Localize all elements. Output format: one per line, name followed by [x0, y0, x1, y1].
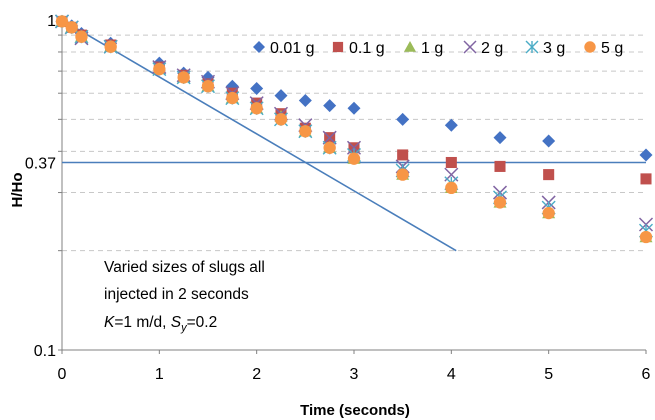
data-point [396, 112, 410, 126]
data-point [445, 156, 457, 169]
series-0-01-g [55, 14, 653, 162]
data-point [274, 89, 288, 103]
data-point [75, 30, 88, 43]
annotation: Varied sizes of slugs all injected in 2 … [104, 259, 265, 334]
data-point [347, 101, 361, 115]
data-point [298, 94, 312, 108]
s-symbol: S [171, 314, 182, 331]
legend-label: 1 g [421, 40, 443, 57]
legend-marker [463, 40, 477, 54]
x-tick-label: 4 [447, 366, 456, 383]
legend-label: 2 g [481, 40, 503, 57]
annotation-params: K=1 m/d, Sy=0.2 [104, 314, 217, 334]
y-axis-title: H/Ho [9, 173, 26, 208]
data-point [323, 99, 337, 113]
data-point [445, 181, 458, 195]
y-tick-label: 0.1 [34, 343, 56, 360]
series-5-g [55, 15, 653, 244]
data-point [104, 40, 117, 53]
data-point [397, 149, 409, 161]
data-point [493, 196, 507, 209]
legend-marker [404, 41, 416, 52]
data-point [299, 125, 312, 138]
data-point [494, 160, 506, 172]
legend-marker [253, 41, 265, 53]
data-point [639, 230, 653, 244]
data-point [201, 80, 215, 93]
tick-labels: 0 1 2 3 4 5 6 1 0.37 0.1 [25, 13, 651, 383]
data-point [542, 134, 556, 148]
legend-label: 0.01 g [270, 40, 314, 57]
data-point [322, 130, 337, 145]
data-point [65, 21, 78, 34]
data-point [226, 91, 239, 105]
y-tick-label: 0.37 [25, 155, 56, 172]
legend-marker [332, 41, 344, 53]
data-point [153, 62, 166, 76]
data-points [54, 14, 654, 244]
y-tick-label: 1 [47, 13, 56, 30]
data-point [323, 141, 336, 154]
marker-stroke [346, 140, 362, 155]
x-tick-label: 3 [350, 366, 359, 383]
x-axis-title: Time (seconds) [300, 402, 410, 419]
annotation-line-2: injected in 2 seconds [104, 286, 249, 303]
reference-line-slope [61, 19, 457, 252]
data-point [250, 82, 264, 96]
data-point [396, 168, 409, 181]
axes [58, 19, 647, 354]
legend-marker [525, 40, 539, 54]
data-point [444, 118, 458, 132]
marker-stroke [463, 40, 477, 54]
s-value: =0.2 [187, 314, 218, 331]
data-point [274, 113, 288, 126]
data-point [55, 15, 69, 28]
data-point [543, 169, 555, 181]
marker-stroke [322, 130, 337, 145]
x-tick-label: 6 [642, 366, 651, 383]
data-point [542, 206, 555, 220]
data-point [493, 131, 507, 145]
x-tick-label: 0 [58, 366, 67, 383]
data-point [250, 102, 263, 115]
gridlines [62, 34, 646, 252]
legend-marker [584, 41, 596, 53]
data-point [346, 140, 362, 155]
s-subscript: y [180, 322, 188, 334]
annotation-line-1: Varied sizes of slugs all [104, 259, 265, 276]
x-tick-label: 2 [252, 366, 261, 383]
x-tick-label: 5 [544, 366, 553, 383]
data-point [177, 71, 190, 84]
legend-label: 3 g [543, 40, 565, 57]
k-symbol: K [104, 314, 115, 331]
legend: 0.01 g 0.1 g 1 g 2 g 3 g 5 g [253, 40, 623, 57]
data-point [347, 152, 361, 165]
data-point [640, 173, 652, 185]
legend-label: 5 g [601, 40, 623, 57]
legend-label: 0.1 g [349, 40, 385, 57]
k-value: =1 m/d, [114, 314, 170, 331]
x-tick-label: 1 [155, 366, 164, 383]
data-point [639, 148, 653, 162]
